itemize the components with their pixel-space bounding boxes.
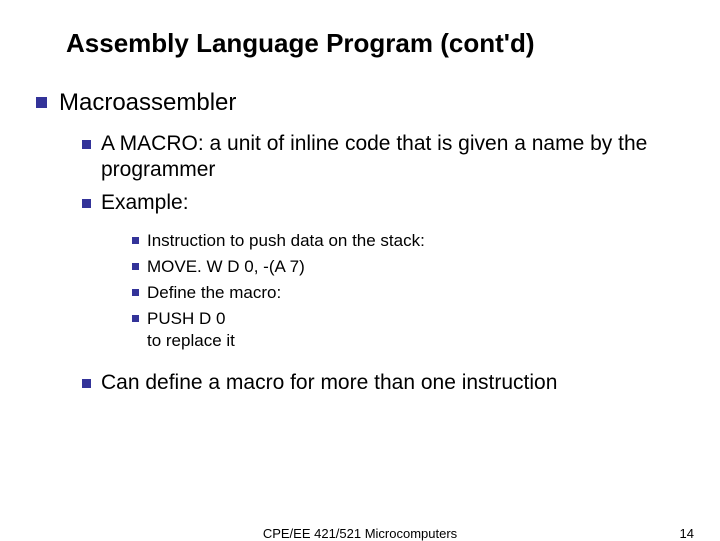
list-item-l2: A MACRO: a unit of inline code that is g…	[82, 131, 700, 184]
l1-text: Macroassembler	[59, 89, 236, 117]
list-item-l1: Macroassembler	[36, 89, 700, 117]
list-item-l3: Define the macro:	[132, 282, 700, 304]
l3-text: PUSH D 0 to replace it	[147, 308, 235, 352]
spacer	[66, 356, 700, 370]
l3-text: Instruction to push data on the stack:	[147, 230, 425, 252]
list-item-l3: PUSH D 0 to replace it	[132, 308, 700, 352]
list-item-l2: Example:	[82, 190, 700, 216]
l2-text: A MACRO: a unit of inline code that is g…	[101, 131, 700, 184]
l2-text: Example:	[101, 190, 189, 216]
footer-page-number: 14	[680, 526, 694, 541]
slide: Assembly Language Program (cont'd) Macro…	[0, 0, 720, 540]
bullet-icon	[82, 140, 91, 149]
list-item-l3: Instruction to push data on the stack:	[132, 230, 700, 252]
list-item-l3: MOVE. W D 0, -(A 7)	[132, 256, 700, 278]
bullet-icon	[132, 237, 139, 244]
l2-text: Can define a macro for more than one ins…	[101, 370, 557, 396]
bullet-icon	[36, 97, 47, 108]
bullet-icon	[82, 379, 91, 388]
l3-text: Define the macro:	[147, 282, 281, 304]
list-item-l2: Can define a macro for more than one ins…	[82, 370, 700, 396]
spacer	[66, 222, 700, 230]
bullet-icon	[132, 263, 139, 270]
bullet-icon	[132, 289, 139, 296]
footer-course: CPE/EE 421/521 Microcomputers	[0, 526, 720, 541]
bullet-icon	[132, 315, 139, 322]
l3-text: MOVE. W D 0, -(A 7)	[147, 256, 305, 278]
slide-title: Assembly Language Program (cont'd)	[66, 28, 700, 59]
bullet-icon	[82, 199, 91, 208]
